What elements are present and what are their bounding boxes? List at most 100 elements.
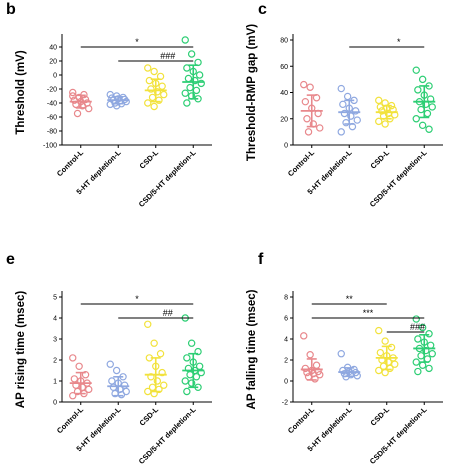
- category-label: Control-L: [286, 148, 317, 179]
- data-point: [144, 64, 152, 72]
- data-point: [186, 83, 194, 92]
- data-point: [195, 71, 204, 79]
- data-point: [187, 339, 196, 347]
- y-tick-label: 0: [53, 400, 57, 407]
- data-point: [300, 80, 308, 89]
- panel-letter: c: [258, 1, 267, 18]
- data-point: [183, 99, 191, 107]
- data-point: [414, 335, 422, 343]
- data-point: [375, 366, 383, 375]
- y-tick-label: 20: [49, 59, 57, 66]
- data-point: [428, 103, 436, 111]
- data-point: [342, 118, 350, 127]
- y-axis-title: Threshold-RMP gap (mV): [246, 24, 258, 161]
- y-tick-label: 1: [53, 379, 57, 386]
- data-point: [376, 103, 385, 111]
- data-point: [69, 88, 77, 97]
- data-point: [108, 377, 116, 385]
- y-tick-label: 20: [280, 116, 288, 123]
- y-tick-label: 80: [280, 38, 288, 45]
- data-point: [414, 367, 422, 376]
- data-point: [181, 89, 189, 97]
- data-point: [391, 360, 399, 368]
- data-point: [417, 352, 425, 360]
- data-point: [387, 343, 396, 352]
- significance-label: ***: [363, 308, 374, 318]
- data-point: [192, 86, 201, 95]
- data-point: [351, 107, 360, 115]
- category-label: CSD-L: [138, 405, 161, 428]
- data-point: [192, 373, 201, 381]
- data-point: [106, 360, 114, 368]
- data-point: [81, 371, 90, 379]
- y-axis-title: Threshold (mV): [15, 50, 27, 135]
- y-tick-label: 3: [53, 337, 57, 344]
- data-point: [145, 76, 154, 85]
- panel-letter: e: [6, 251, 15, 268]
- data-point: [147, 85, 155, 93]
- data-point: [422, 346, 430, 355]
- significance-label: ##: [163, 308, 173, 318]
- data-point: [150, 339, 158, 347]
- data-point: [340, 109, 349, 118]
- data-point: [153, 88, 162, 96]
- y-tick-label: 5: [53, 295, 57, 302]
- category-label: CSD-L: [369, 148, 392, 171]
- y-tick-label: -60: [47, 115, 57, 122]
- significance-label: *: [135, 294, 139, 304]
- data-point: [412, 315, 420, 323]
- data-point: [301, 97, 310, 106]
- data-point: [109, 383, 118, 391]
- y-tick-label: -20: [47, 87, 57, 94]
- data-point: [304, 128, 313, 136]
- data-point: [337, 350, 345, 358]
- significance-label: *: [135, 37, 139, 47]
- y-tick-label: 40: [49, 45, 57, 52]
- y-tick-label: 2: [284, 358, 288, 365]
- data-point: [306, 83, 314, 91]
- data-point: [418, 75, 427, 84]
- y-tick-label: 60: [280, 64, 288, 71]
- data-point: [412, 115, 420, 123]
- data-point: [70, 375, 79, 383]
- data-point: [343, 92, 352, 101]
- data-point: [197, 79, 205, 88]
- data-point: [186, 371, 194, 379]
- data-point: [418, 323, 427, 332]
- significance-label: *: [397, 37, 401, 47]
- data-point: [337, 84, 345, 93]
- significance-label: ###: [160, 51, 175, 61]
- y-tick-label: -2: [282, 400, 288, 407]
- panel-letter: b: [6, 1, 16, 18]
- category-label: CSD-L: [369, 405, 392, 428]
- data-point: [69, 354, 77, 362]
- y-axis-title: AP falling time (msec): [246, 289, 258, 409]
- data-point: [412, 66, 420, 74]
- data-point: [69, 392, 77, 400]
- data-point: [147, 373, 155, 381]
- data-point: [150, 102, 158, 111]
- data-point: [183, 354, 191, 362]
- data-point: [85, 385, 93, 394]
- panel-b: b Threshold (mV) -100 -80 -60 -40 -20 0 20 40 Cont…: [6, 1, 212, 209]
- category-label: Control-L: [286, 405, 317, 436]
- data-point: [381, 337, 389, 345]
- y-tick-label: 0: [53, 73, 57, 80]
- data-point: [417, 105, 425, 114]
- data-point: [316, 124, 324, 132]
- data-point: [144, 320, 152, 328]
- data-point: [426, 341, 435, 349]
- data-point: [181, 36, 189, 44]
- data-point: [381, 120, 389, 128]
- y-tick-label: -40: [47, 101, 57, 108]
- y-tick-label: -100: [43, 143, 57, 150]
- data-point: [306, 351, 314, 359]
- data-point: [144, 99, 152, 107]
- y-tick-label: 0: [284, 379, 288, 386]
- category-label: Control-L: [55, 405, 86, 436]
- data-point: [85, 104, 93, 113]
- data-point: [187, 50, 196, 58]
- panel-e: eAP rising time (msec) 012345Control-L5-H…: [6, 251, 212, 466]
